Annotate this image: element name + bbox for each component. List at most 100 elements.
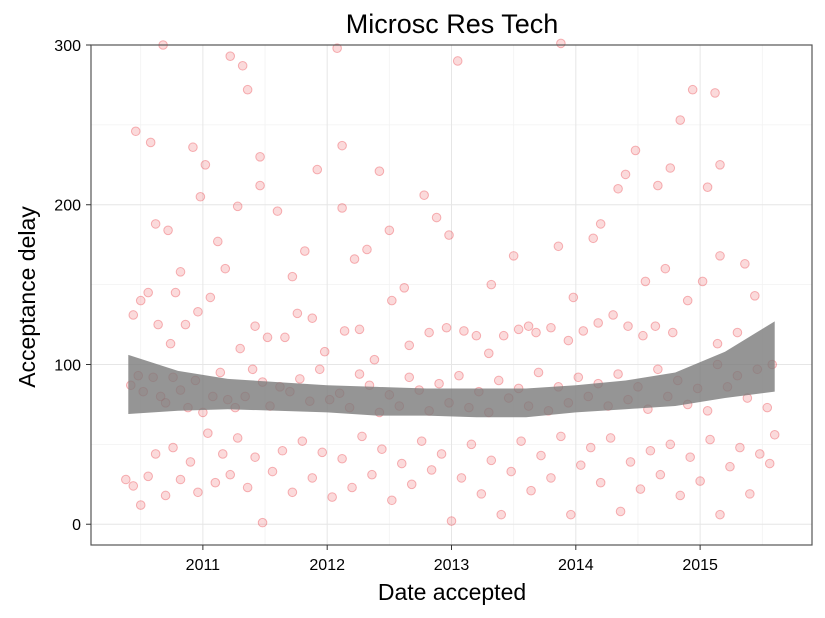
data-point [593,318,603,328]
data-point [667,327,678,338]
data-point [712,338,723,349]
smooth-confidence-band [128,321,775,418]
data-point [588,233,599,244]
data-point [452,56,463,66]
data-point [337,203,347,213]
data-point [337,140,347,151]
data-point [419,190,429,200]
data-point [292,308,303,319]
data-point [533,367,544,378]
data-point [255,180,265,191]
data-point [740,259,750,269]
data-point [675,115,686,125]
data-point [143,287,153,298]
chart-title: Microsc Res Tech [346,9,559,39]
data-point [630,145,641,156]
data-point [237,60,248,71]
data-point [160,490,171,501]
data-point [242,84,253,95]
data-point [424,327,434,338]
data-point [615,506,626,517]
data-point [143,471,153,482]
data-point [377,444,387,454]
data-point [387,495,397,506]
data-point [175,474,186,485]
data-point [695,476,705,486]
data-point [300,246,310,256]
data-point [638,330,648,341]
data-point [339,326,350,336]
data-point [307,473,318,483]
data-point [715,509,725,520]
data-point [195,191,206,202]
data-point [215,367,226,378]
data-point [640,276,651,287]
data-point [128,310,139,320]
data-point [347,482,357,493]
data-point [513,324,524,335]
data-point [660,263,671,274]
data-point [486,455,497,466]
data-point [150,449,161,459]
data-point [556,431,566,442]
data-point [523,321,534,331]
data-point [130,126,141,137]
data-point [715,251,725,261]
data-point [387,295,397,306]
data-point [702,182,713,192]
data-point [446,516,457,526]
data-point [404,372,415,383]
data-point [272,206,283,216]
data-point [705,434,715,445]
data-point [585,442,596,453]
x-tick-label: 2015 [682,557,718,574]
data-point [595,219,606,229]
data-point [175,267,186,277]
data-point [620,169,631,180]
data-point [546,473,556,483]
data-point [623,321,633,331]
data-point [466,439,477,450]
data-point [150,219,161,229]
data-point [307,313,318,323]
data-points [121,38,780,528]
x-tick-label: 2014 [558,557,594,574]
data-point [165,338,176,349]
data-point [653,364,663,375]
data-point [404,340,415,351]
data-point [220,263,231,274]
data-point [702,406,713,416]
data-point [536,450,546,461]
data-point [287,271,298,282]
data-point [242,482,253,493]
data-point [416,436,427,446]
data-point [434,378,444,389]
data-point [210,477,221,488]
data-point [193,487,203,498]
data-point [145,137,156,148]
data-point [128,481,139,491]
data-point [556,38,566,49]
grid [91,44,812,545]
data-point [188,142,198,153]
x-tick-label: 2013 [434,557,470,574]
y-tick-label: 0 [72,517,81,534]
data-point [454,370,464,381]
data-point [456,473,467,483]
data-point [354,369,365,379]
data-point [508,251,519,261]
data-point [625,457,636,467]
data-point [267,466,278,477]
data-point [135,500,146,510]
y-axis-title: Acceptance delay [14,206,40,388]
data-point [250,321,260,331]
data-point [200,160,211,170]
data-point [357,431,367,442]
axis-ticks: 0 100 200 300 2011 2012 2013 2014 2015 [54,38,718,574]
data-point [506,466,516,477]
data-point [613,369,623,379]
data-point [362,244,372,255]
data-point [750,290,760,301]
data-point [280,332,290,343]
data-point [546,322,556,333]
